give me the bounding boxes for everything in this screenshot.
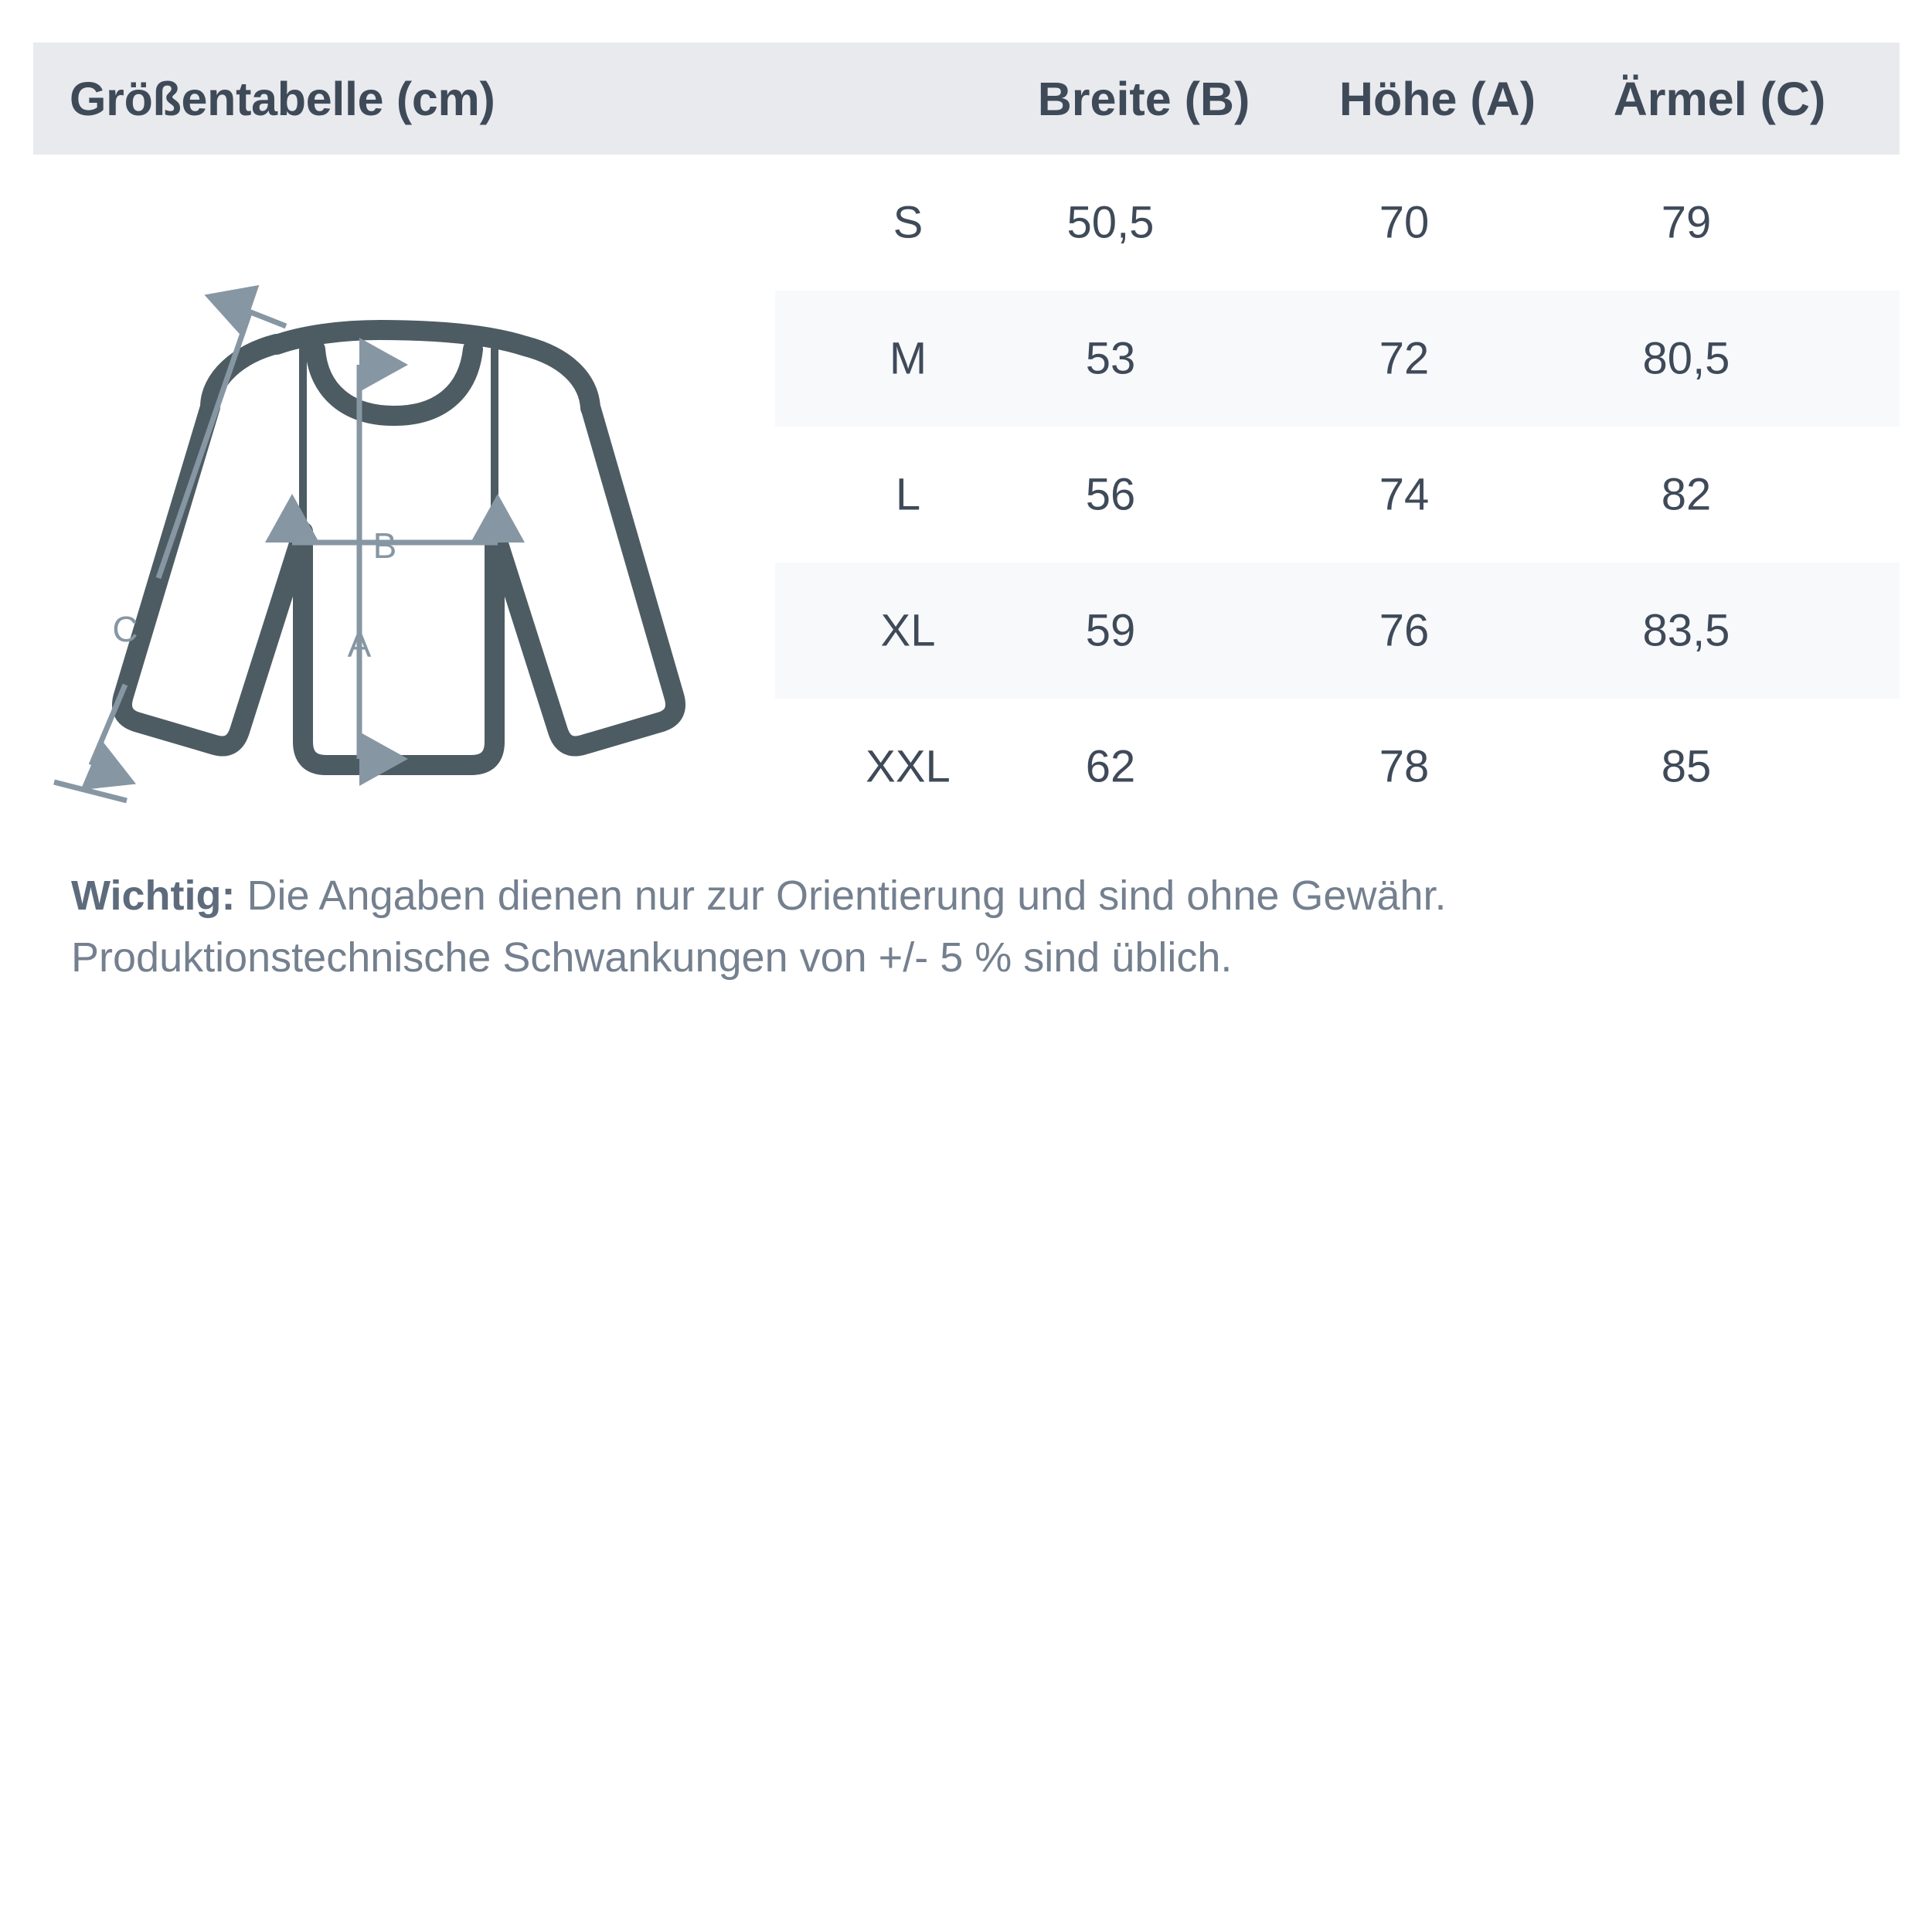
column-header-sleeve: Ärmel (C)	[1613, 72, 1826, 125]
column-header-height: Höhe (A)	[1338, 72, 1536, 125]
column-header-width: Breite (B)	[1037, 72, 1250, 125]
dimension-arrow-c	[53, 284, 287, 804]
cell-height: 76	[1379, 605, 1430, 656]
cell-sleeve: 79	[1661, 197, 1712, 248]
cell-width: 53	[1085, 333, 1136, 384]
disclaimer-note: Wichtig: Die Angaben dienen nur zur Orie…	[71, 872, 1872, 982]
cell-size: XL	[880, 605, 936, 656]
table-row: XXL 62 78 85	[775, 699, 1900, 835]
table-row: S 50,5 70 79	[775, 155, 1900, 291]
cell-sleeve: 83,5	[1642, 605, 1730, 656]
size-table: S 50,5 70 79 M 53 72 80,5 L 56 74 82 XL …	[775, 155, 1900, 835]
table-row: XL 59 76 83,5	[775, 563, 1900, 699]
cell-size: XXL	[866, 741, 951, 792]
cell-size: S	[893, 197, 923, 248]
cell-height: 72	[1379, 333, 1430, 384]
page-title: Größentabelle (cm)	[70, 72, 495, 125]
disclaimer-strong: Wichtig:	[71, 872, 236, 919]
cell-sleeve: 82	[1661, 469, 1712, 520]
cell-height: 78	[1379, 741, 1430, 792]
cell-width: 50,5	[1066, 197, 1155, 248]
cell-size: L	[895, 469, 921, 520]
table-row: L 56 74 82	[775, 427, 1900, 563]
disclaimer-line-2: Produktionstechnische Schwankungen von +…	[71, 934, 1233, 981]
cell-width: 59	[1085, 605, 1136, 656]
garment-diagram: B A C	[31, 255, 773, 819]
dimension-label-c: C	[112, 609, 138, 649]
cell-size: M	[889, 333, 927, 384]
table-row: M 53 72 80,5	[775, 291, 1900, 427]
cell-height: 74	[1379, 469, 1430, 520]
cell-sleeve: 80,5	[1642, 333, 1730, 384]
sweater-icon	[112, 320, 685, 775]
cell-height: 70	[1379, 197, 1430, 248]
table-header-bar: Größentabelle (cm) Breite (B) Höhe (A) Ä…	[33, 43, 1900, 155]
cell-width: 62	[1085, 741, 1136, 792]
cell-sleeve: 85	[1661, 741, 1712, 792]
cell-width: 56	[1085, 469, 1136, 520]
dimension-label-b: B	[373, 526, 397, 566]
dimension-label-a: A	[348, 624, 372, 665]
disclaimer-line-1: Die Angaben dienen nur zur Orientierung …	[235, 872, 1447, 919]
